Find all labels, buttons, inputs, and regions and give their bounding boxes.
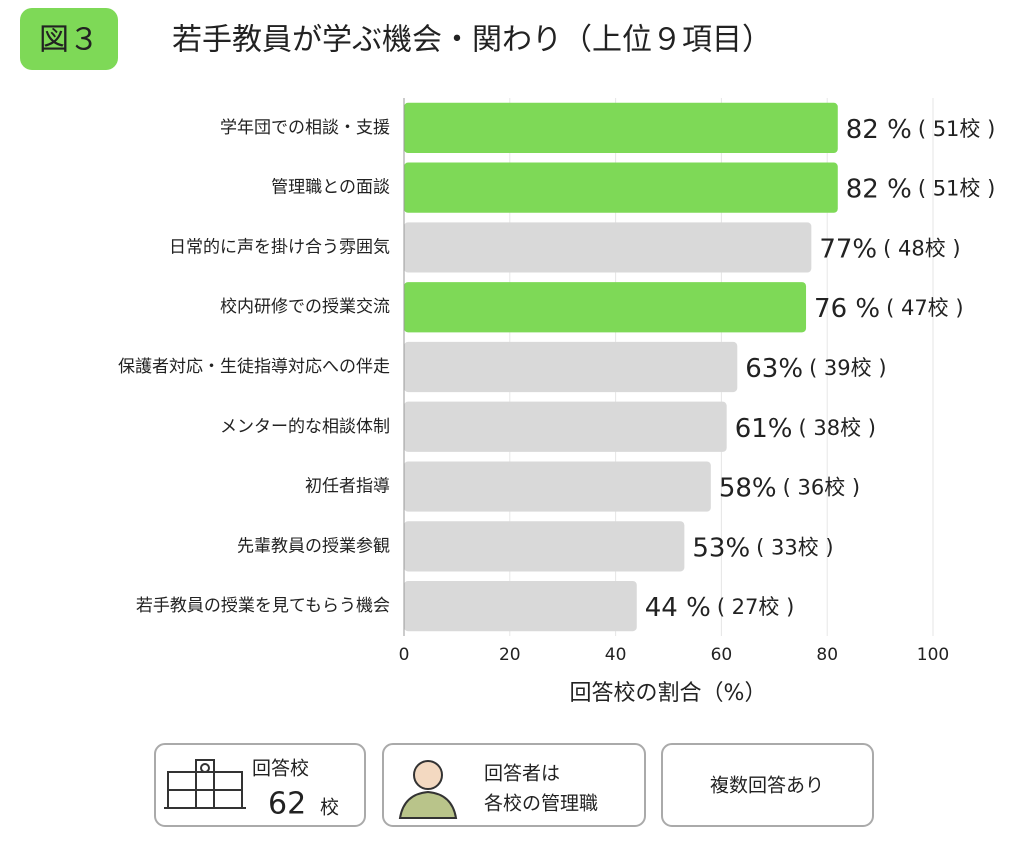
y-tick-label: 初任者指導 [305, 477, 390, 497]
x-tick-label: 20 [499, 645, 521, 665]
footer-label: 回答校 [252, 758, 309, 780]
footer-unit: 校 [320, 797, 339, 819]
bar [404, 521, 685, 572]
x-tick-label: 60 [711, 645, 733, 665]
bar [404, 282, 807, 333]
value-label: 61%( 38校 ) [735, 413, 876, 443]
value-label: 63%( 39校 ) [745, 354, 886, 384]
y-tick-label: 日常的に声を掛け合う雰囲気 [169, 237, 390, 257]
count-label: ( 39校 ) [809, 356, 886, 380]
count-label: ( 27校 ) [717, 595, 794, 619]
value-label: 53%( 33校 ) [692, 533, 833, 563]
bar [404, 341, 738, 393]
value-label: 77%( 48校 ) [819, 234, 960, 264]
badge-bg [20, 8, 118, 70]
y-tick-label: メンター的な相談体制 [220, 417, 390, 437]
bar [404, 102, 838, 153]
y-tick-label: 校内研修での授業交流 [220, 297, 390, 317]
value-label-main: 63% [745, 354, 803, 384]
value-label-main: 76 % [814, 294, 880, 324]
value-label: 82 %( 51校 ) [846, 114, 996, 144]
x-tick-label: 40 [605, 645, 627, 665]
count-label: ( 36校 ) [783, 476, 860, 500]
value-label-main: 53% [692, 533, 750, 563]
value-label-main: 82 % [846, 114, 912, 144]
person-icon [398, 760, 458, 819]
footer-note: 複数回答あり [710, 775, 824, 797]
value-label-main: 44 % [645, 593, 711, 623]
count-label: ( 33校 ) [756, 535, 833, 559]
x-tick-label: 0 [399, 645, 410, 665]
count-label: ( 47校 ) [886, 296, 963, 320]
value-label: 58%( 36校 ) [719, 473, 860, 503]
value-label-main: 61% [735, 413, 793, 443]
bar [404, 581, 637, 632]
footer-box [661, 743, 874, 827]
badge: 図３ [39, 23, 99, 58]
bar [404, 162, 838, 213]
count-label: ( 38校 ) [798, 416, 875, 440]
count-label: ( 51校 ) [918, 117, 995, 141]
x-axis-label: 回答校の割合（%） [570, 681, 767, 706]
bar [404, 222, 812, 273]
y-tick-label: 管理職との面談 [271, 178, 390, 198]
bar [404, 401, 727, 452]
count-label: ( 51校 ) [918, 177, 995, 201]
y-tick-label: 若手教員の授業を見てもらう機会 [136, 596, 390, 616]
value-label: 44 %( 27校 ) [645, 593, 795, 623]
footer-count: 62 [268, 787, 306, 822]
value-label-main: 58% [719, 473, 777, 503]
value-label: 76 %( 47校 ) [814, 294, 964, 324]
footer-text: 各校の管理職 [484, 793, 598, 815]
school-icon [164, 759, 246, 809]
chart-title: 若手教員が学ぶ機会・関わり（上位９項目） [172, 23, 772, 58]
y-tick-label: 保護者対応・生徒指導対応への伴走 [118, 357, 390, 377]
value-label-main: 77% [819, 234, 877, 264]
value-label: 82 %( 51校 ) [846, 174, 996, 204]
footer-text: 回答者は [484, 763, 560, 785]
value-label-main: 82 % [846, 174, 912, 204]
count-label: ( 48校 ) [883, 236, 960, 260]
y-tick-label: 先輩教員の授業参観 [237, 536, 390, 556]
bar [404, 461, 711, 512]
x-tick-label: 80 [816, 645, 838, 665]
x-tick-label: 100 [917, 645, 949, 665]
y-tick-label: 学年団での相談・支援 [220, 118, 390, 138]
